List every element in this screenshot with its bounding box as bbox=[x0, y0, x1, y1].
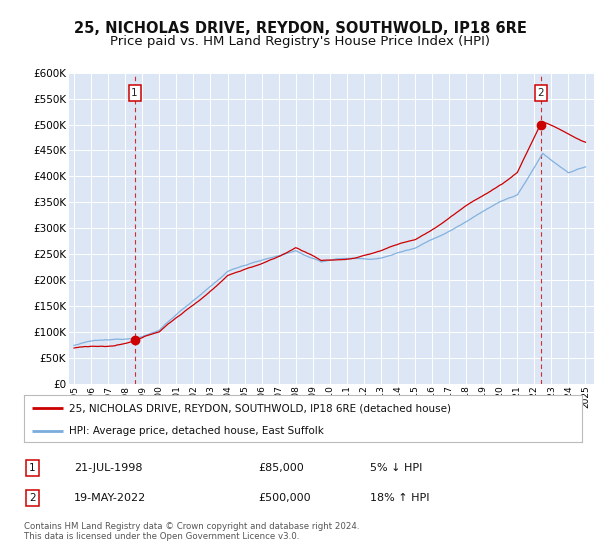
Text: £85,000: £85,000 bbox=[259, 463, 304, 473]
Text: 5% ↓ HPI: 5% ↓ HPI bbox=[370, 463, 422, 473]
Text: 2: 2 bbox=[29, 493, 35, 503]
Text: 18% ↑ HPI: 18% ↑ HPI bbox=[370, 493, 430, 503]
Text: £500,000: £500,000 bbox=[259, 493, 311, 503]
Text: 25, NICHOLAS DRIVE, REYDON, SOUTHWOLD, IP18 6RE: 25, NICHOLAS DRIVE, REYDON, SOUTHWOLD, I… bbox=[74, 21, 526, 36]
Text: 2: 2 bbox=[538, 88, 544, 98]
Text: 25, NICHOLAS DRIVE, REYDON, SOUTHWOLD, IP18 6RE (detached house): 25, NICHOLAS DRIVE, REYDON, SOUTHWOLD, I… bbox=[68, 403, 451, 413]
Text: Contains HM Land Registry data © Crown copyright and database right 2024.
This d: Contains HM Land Registry data © Crown c… bbox=[24, 522, 359, 542]
Text: 1: 1 bbox=[131, 88, 138, 98]
Text: Price paid vs. HM Land Registry's House Price Index (HPI): Price paid vs. HM Land Registry's House … bbox=[110, 35, 490, 48]
Text: 21-JUL-1998: 21-JUL-1998 bbox=[74, 463, 143, 473]
Text: 19-MAY-2022: 19-MAY-2022 bbox=[74, 493, 146, 503]
Text: HPI: Average price, detached house, East Suffolk: HPI: Average price, detached house, East… bbox=[68, 426, 323, 436]
Text: 1: 1 bbox=[29, 463, 35, 473]
